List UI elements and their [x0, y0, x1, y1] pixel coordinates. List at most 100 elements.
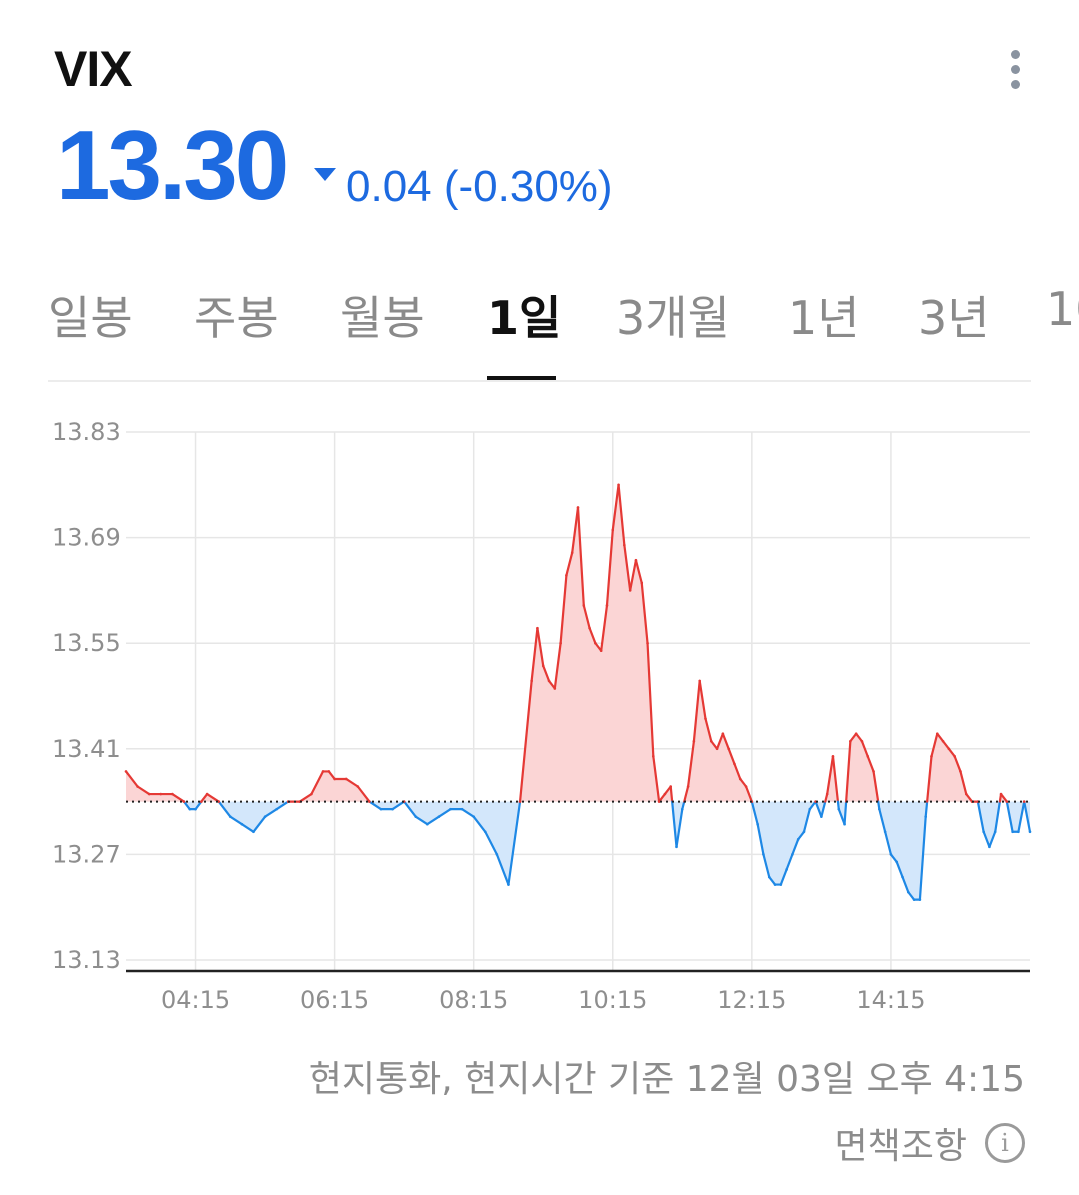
data-point [959, 770, 962, 773]
price-line-up [200, 792, 209, 803]
data-point [953, 755, 956, 758]
price-line-down [802, 808, 811, 833]
tab-weekly-candle[interactable]: 주봉 [194, 291, 279, 345]
tab-3-months[interactable]: 3개월 [616, 291, 730, 345]
x-tick-label: 10:15 [578, 986, 647, 1014]
data-point [333, 777, 336, 781]
tab-1-day[interactable]: 1일 [487, 291, 562, 345]
more-menu-icon[interactable] [996, 48, 1036, 92]
data-point [171, 792, 174, 796]
area-above-baseline [126, 484, 1030, 802]
price-line-up [634, 559, 643, 584]
price-line-down [194, 800, 203, 811]
price-line-up [646, 642, 655, 758]
price-line-up [866, 755, 875, 773]
data-point [356, 785, 360, 788]
price-line-up [617, 483, 626, 547]
price-line-down [675, 808, 684, 848]
data-point [964, 792, 968, 796]
data-point [715, 747, 719, 751]
data-point [124, 770, 128, 773]
price-line-down [808, 800, 817, 811]
price-line-down [426, 815, 441, 826]
data-point [698, 679, 701, 683]
data-point [1022, 800, 1026, 803]
data-point [762, 853, 765, 856]
data-point [321, 770, 325, 773]
tab-monthly-candle[interactable]: 월봉 [340, 291, 425, 345]
data-point [449, 807, 452, 811]
data-point [709, 739, 713, 743]
timestamp-note: 현지통화, 현지시간 기준 12월 03일 오후 4:15 [308, 1059, 1025, 1100]
data-point [849, 739, 852, 743]
active-tab-indicator [487, 376, 556, 380]
price-line-up [611, 483, 620, 532]
data-point [159, 792, 163, 796]
price-line-down [1017, 800, 1026, 833]
data-point [692, 739, 696, 743]
data-point [576, 506, 580, 509]
data-point [675, 845, 678, 849]
tab-daily-candle[interactable]: 일봉 [48, 291, 133, 345]
price-line-down [820, 800, 827, 818]
price-line-down [982, 830, 991, 848]
price-line-up [605, 528, 614, 607]
price-line-up [623, 544, 632, 592]
data-point [588, 626, 591, 630]
x-tick-label: 06:15 [300, 986, 369, 1014]
price-line-down [391, 800, 406, 811]
price-line-up [559, 574, 568, 645]
data-point [999, 792, 1003, 796]
price-line-down [461, 808, 475, 818]
data-point [460, 807, 464, 811]
price-line-up [629, 559, 638, 592]
data-point [773, 883, 777, 886]
data-point [310, 792, 313, 796]
price-line-down [437, 808, 452, 818]
tab-1-year[interactable]: 1년 [788, 291, 860, 345]
data-point [565, 574, 568, 577]
price-line-down [924, 800, 929, 818]
data-point [559, 641, 562, 645]
data-point [379, 807, 383, 811]
data-point [854, 732, 858, 736]
data-point [623, 543, 626, 547]
price-line-up [926, 755, 933, 803]
data-point [721, 732, 725, 736]
price-line-down [843, 800, 848, 826]
data-point [547, 679, 551, 683]
price-line-up [831, 755, 840, 803]
data-point [837, 807, 841, 811]
y-tick-label: 13.27 [52, 840, 121, 868]
price-line-down [762, 853, 771, 879]
y-tick-label: 13.83 [52, 418, 121, 446]
disclaimer-link[interactable]: 면책조항 i [835, 1118, 1025, 1168]
price-line-down [217, 800, 232, 818]
x-tick-label: 12:15 [717, 986, 786, 1014]
price-line-up [826, 755, 835, 796]
price-line-up [206, 792, 220, 803]
price-line-down [275, 800, 290, 811]
data-point [843, 822, 846, 826]
data-point [530, 679, 533, 683]
price-line-up [687, 740, 695, 788]
tab-3-years[interactable]: 3년 [918, 291, 990, 345]
data-point [188, 807, 192, 811]
price-line-up [571, 506, 580, 554]
price-line-up [136, 785, 151, 796]
data-point [935, 732, 939, 736]
price-line-down [414, 815, 429, 826]
data-point [518, 800, 522, 803]
data-point [663, 792, 667, 796]
price-line-up [999, 792, 1008, 803]
price-line-up [739, 777, 748, 788]
price-line-up [855, 732, 864, 743]
price-line-down [507, 800, 522, 886]
price-line-down [484, 830, 498, 856]
price-line-up [171, 792, 186, 803]
data-point [640, 581, 644, 585]
price-line-up [658, 792, 667, 803]
tab-10-years[interactable]: 10 [1046, 282, 1079, 336]
price-line-up [727, 747, 736, 765]
data-point [796, 838, 800, 841]
